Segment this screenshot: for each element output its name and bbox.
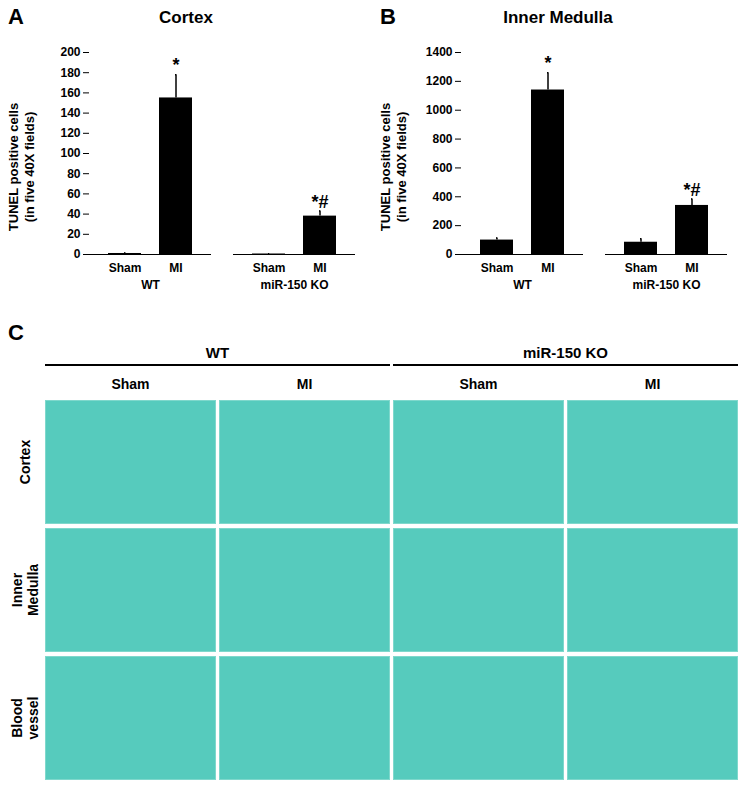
html-text:Cortex: Cortex — [159, 8, 213, 27]
svg-text:0: 0 — [74, 247, 81, 261]
svg-text:160: 160 — [60, 86, 80, 100]
svg-text:*: * — [172, 55, 179, 75]
svg-text:200: 200 — [432, 218, 452, 232]
svg-text:1200: 1200 — [426, 74, 453, 88]
svg-text:200: 200 — [60, 45, 80, 59]
svg-text:WT: WT — [141, 278, 160, 292]
html-text:Inner Medulla: Inner Medulla — [503, 8, 613, 27]
html-text:TUNEL positive cells (in five: TUNEL positive cells (in five 40X fields… — [6, 102, 37, 232]
html-text:miR-150 KO: miR-150 KO — [523, 344, 608, 361]
svg-text:140: 140 — [60, 106, 80, 120]
svg-text:Sham: Sham — [109, 261, 142, 275]
svg-text:*#: *# — [311, 192, 328, 212]
html-text:TUNEL positive cells (in five: TUNEL positive cells (in five 40X fields… — [378, 102, 409, 232]
html-text:C: C — [8, 320, 24, 345]
svg-text:400: 400 — [432, 190, 452, 204]
svg-text:100: 100 — [60, 146, 80, 160]
svg-text:180: 180 — [60, 66, 80, 80]
svg-text:1000: 1000 — [426, 103, 453, 117]
svg-text:*#: *# — [683, 180, 700, 200]
svg-text:*: * — [544, 53, 551, 73]
svg-text:Sham: Sham — [253, 261, 286, 275]
svg-text:miR-150 KO: miR-150 KO — [260, 278, 328, 292]
svg-text:Sham: Sham — [481, 261, 514, 275]
html-text:MI: MI — [644, 376, 661, 392]
svg-text:MI: MI — [313, 261, 326, 275]
svg-text:20: 20 — [67, 227, 81, 241]
html-text:A: A — [8, 4, 24, 29]
svg-text:MI: MI — [685, 261, 698, 275]
html-text:Inner Medulla: Inner Medulla — [9, 563, 41, 617]
html-text:MI: MI — [296, 376, 313, 392]
svg-text:80: 80 — [67, 167, 81, 181]
html-text:Cortex: Cortex — [17, 439, 33, 485]
svg-text:1400: 1400 — [426, 45, 453, 59]
html-text:Sham: Sham — [111, 376, 150, 392]
svg-text:miR-150 KO: miR-150 KO — [632, 278, 700, 292]
html-text:Blood vessel: Blood vessel — [9, 696, 41, 740]
svg-text:0: 0 — [446, 247, 453, 261]
svg-text:Sham: Sham — [625, 261, 658, 275]
svg-text:40: 40 — [67, 207, 81, 221]
svg-text:800: 800 — [432, 132, 452, 146]
svg-text:600: 600 — [432, 161, 452, 175]
html-text:Sham: Sham — [459, 376, 498, 392]
svg-text:MI: MI — [169, 261, 182, 275]
svg-text:60: 60 — [67, 187, 81, 201]
svg-text:120: 120 — [60, 126, 80, 140]
html-text:B: B — [380, 4, 396, 29]
svg-text:MI: MI — [541, 261, 554, 275]
svg-text:WT: WT — [513, 278, 532, 292]
html-text:WT: WT — [205, 344, 230, 361]
